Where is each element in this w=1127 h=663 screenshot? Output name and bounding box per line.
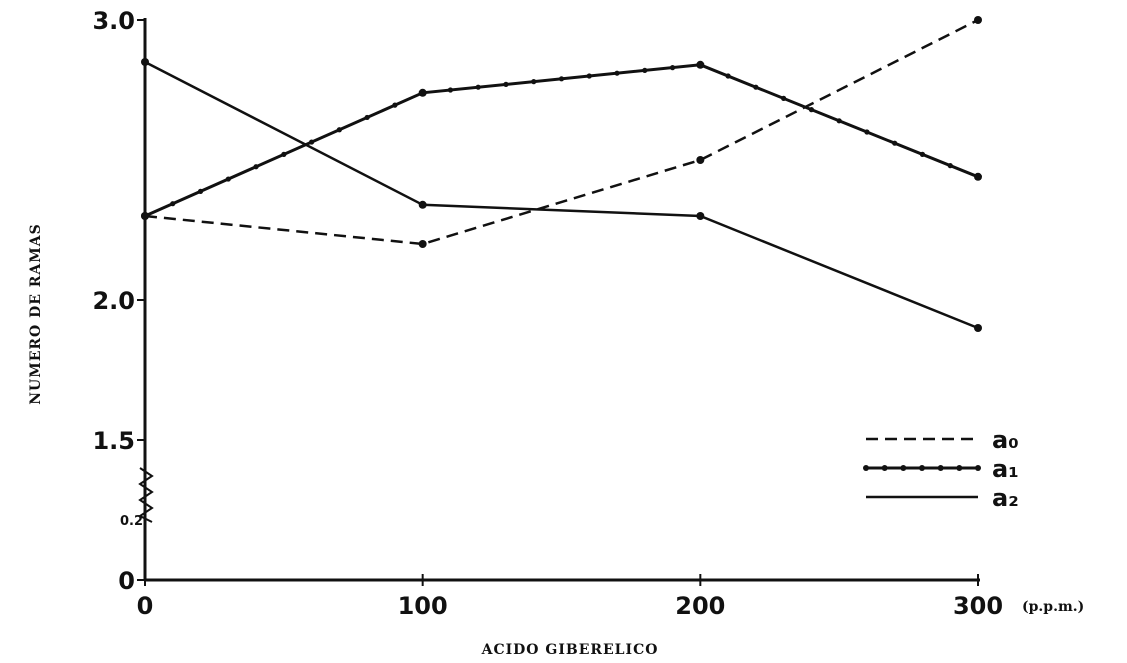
legend-dot xyxy=(881,465,888,471)
y-axis-title: NUMERO DE RAMAS xyxy=(28,223,44,405)
series-dot xyxy=(364,114,370,121)
data-point xyxy=(974,324,982,332)
legend-dot xyxy=(975,465,981,471)
data-point xyxy=(418,240,427,248)
legend-label: a₂ xyxy=(992,484,1019,512)
axes xyxy=(143,18,980,582)
series-dot xyxy=(392,102,398,108)
series-dot xyxy=(197,188,204,194)
data-point xyxy=(974,16,982,24)
series-dot xyxy=(475,84,481,90)
series-dot xyxy=(225,176,231,182)
series-dot xyxy=(836,118,842,124)
data-point xyxy=(696,60,705,69)
data-point xyxy=(974,172,982,181)
series-dot xyxy=(781,95,787,101)
series-dot xyxy=(336,127,342,133)
y-tick-label: 1.5 xyxy=(92,427,135,455)
x-tick-label: 300 xyxy=(953,592,1003,620)
x-ticks: 0 100 200 300 xyxy=(137,574,1003,620)
y-axis-break: 0.2 xyxy=(120,467,154,529)
series-dot xyxy=(309,139,315,145)
data-point xyxy=(418,200,427,209)
series-dot xyxy=(753,84,759,90)
x-tick-label: 0 xyxy=(137,592,154,620)
axis-break-zigzag xyxy=(138,467,154,523)
series-dot xyxy=(531,79,537,85)
y-tick-label: 3.0 xyxy=(92,7,135,35)
series-group xyxy=(141,16,982,332)
series-dot xyxy=(642,67,648,73)
series-dot xyxy=(586,73,592,79)
series-dot xyxy=(947,163,953,169)
x-tick-label: 100 xyxy=(398,592,448,620)
series-dot xyxy=(447,87,454,93)
data-point xyxy=(418,88,427,97)
series-dot xyxy=(725,73,731,79)
series-dot xyxy=(892,140,898,146)
x-axis-title: ACIDO GIBERELICO xyxy=(481,642,659,658)
x-tick-label: 200 xyxy=(675,592,725,620)
y-ticks: 3.0 2.0 1.5 0 xyxy=(92,7,145,595)
series-dot xyxy=(558,76,565,82)
legend-dot xyxy=(919,465,925,471)
legend-dot xyxy=(937,465,944,471)
y-tick-label: 2.0 xyxy=(92,287,135,315)
series-line xyxy=(144,18,979,246)
series-line xyxy=(144,63,979,218)
series-dot xyxy=(170,201,176,207)
series-dot xyxy=(669,65,676,71)
y-tick-label: 0 xyxy=(118,567,135,595)
series-line xyxy=(144,60,979,330)
series-dot xyxy=(253,164,259,170)
series-dot xyxy=(864,129,870,135)
legend-dot xyxy=(956,465,963,471)
series-dot xyxy=(281,151,287,157)
legend-dot xyxy=(863,465,869,471)
series-dot xyxy=(919,151,926,157)
axis-break-label: 0.2 xyxy=(120,514,143,529)
series-dot xyxy=(808,107,815,113)
data-point xyxy=(141,58,149,66)
x-axis-unit: (p.p.m.) xyxy=(1022,599,1084,615)
data-point xyxy=(696,212,705,220)
data-point xyxy=(696,156,705,164)
legend-label: a₁ xyxy=(992,455,1019,483)
series-dot xyxy=(614,70,620,76)
legend-dot xyxy=(900,465,907,471)
legend-label: a₀ xyxy=(992,426,1019,454)
series-dot xyxy=(503,81,509,87)
data-point xyxy=(141,212,149,220)
